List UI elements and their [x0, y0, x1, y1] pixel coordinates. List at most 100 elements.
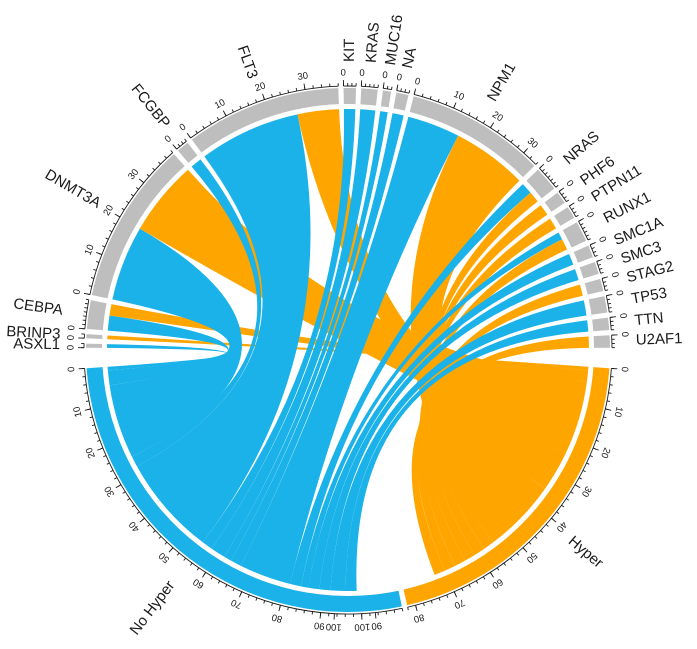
- minor-tick-no-hyper: [114, 477, 118, 480]
- minor-tick-smc3: [599, 267, 603, 270]
- major-tick-hyper: [605, 408, 612, 411]
- minor-tick-npm1: [497, 129, 500, 133]
- sector-nras: [526, 169, 555, 199]
- minor-tick-hyper: [601, 424, 605, 427]
- minor-tick-no-hyper: [225, 584, 228, 588]
- minor-tick-no-hyper: [127, 498, 131, 501]
- minor-tick-no-hyper: [263, 600, 266, 604]
- minor-tick-hyper: [606, 400, 611, 402]
- minor-tick-nras: [550, 178, 554, 182]
- minor-tick-dnmt3a: [121, 207, 125, 211]
- minor-tick-no-hyper: [210, 576, 214, 580]
- minor-tick-npm1: [475, 116, 478, 120]
- ribbons-layer: [107, 109, 589, 591]
- minor-tick-hyper: [570, 491, 574, 494]
- axis-no-hyper: [84, 368, 403, 615]
- minor-tick-no-hyper: [393, 609, 396, 613]
- minor-tick-npm1: [535, 162, 539, 165]
- minor-tick-dnmt3a: [164, 155, 167, 159]
- minor-tick-ptpn11: [575, 214, 579, 218]
- sector-ttn: [592, 317, 610, 332]
- minor-tick-npm1: [517, 144, 520, 148]
- major-tick-hyper: [592, 447, 599, 451]
- minor-tick-no-hyper: [96, 439, 101, 442]
- tick-label-hyper-40: 40: [554, 519, 569, 534]
- major-tick-phf6: [558, 187, 565, 192]
- major-tick-fcgbp: [172, 144, 178, 150]
- minor-tick-flt3: [287, 89, 290, 93]
- sector-runx1: [562, 222, 587, 248]
- major-tick-flt3: [222, 110, 227, 117]
- sector-muc16: [380, 90, 392, 108]
- sector-stag2: [584, 278, 604, 295]
- ribbon-brinp3-hyper: [107, 335, 589, 371]
- tick-label-fcgbp-0: 0: [163, 133, 174, 145]
- minor-tick-smc1a: [591, 247, 595, 250]
- tick-label-no-hyper-70: 70: [229, 596, 243, 610]
- minor-tick-hyper: [595, 439, 600, 442]
- minor-tick-no-hyper: [85, 400, 90, 402]
- minor-tick-hyper: [565, 498, 569, 501]
- ribbon-flt3-no-hyper: [137, 114, 311, 543]
- major-tick-no-hyper: [278, 605, 281, 612]
- label-flt3: FLT3: [234, 43, 261, 81]
- tick-label-muc16-0: 0: [382, 70, 389, 82]
- tick-label-no-hyper-80: 80: [271, 611, 284, 624]
- major-tick-no-hyper: [139, 517, 145, 523]
- tick-label-brinp3-0: 0: [66, 335, 77, 341]
- major-tick-na: [396, 84, 399, 91]
- major-tick-flt3: [303, 83, 306, 90]
- minor-tick-hyper: [561, 504, 565, 508]
- minor-tick-flt3: [271, 94, 273, 98]
- label-brinp3: BRINP3: [6, 323, 61, 343]
- label-hyper: Hyper: [565, 533, 606, 572]
- tick-label-dnmt3a-20: 20: [101, 203, 116, 218]
- tick-label-no-hyper-100: 100: [354, 621, 370, 633]
- minor-tick-hyper: [423, 602, 425, 606]
- major-tick-runx1: [578, 218, 584, 222]
- minor-tick-hyper: [438, 597, 441, 601]
- major-tick-npm1: [490, 122, 495, 128]
- ribbon-flt3-hyper: [297, 109, 566, 489]
- sector-tp53: [588, 296, 608, 315]
- major-tick-npm1: [413, 88, 417, 95]
- ribbon-cebpa-no-hyper: [107, 315, 229, 386]
- minor-tick-hyper: [510, 557, 513, 561]
- tick-label-flt3-10: 10: [213, 97, 227, 112]
- major-tick-flt3: [186, 132, 192, 139]
- minor-tick-smc3: [597, 263, 602, 266]
- label-npm1: NPM1: [484, 60, 520, 105]
- minor-tick-npm1: [468, 112, 471, 116]
- minor-tick-flt3: [195, 130, 198, 134]
- minor-tick-stag2: [605, 289, 609, 291]
- minor-tick-npm1: [529, 156, 533, 159]
- minor-tick-na: [404, 89, 407, 93]
- sector-dnmt3a: [91, 154, 185, 299]
- sector-flt3: [191, 88, 339, 153]
- minor-tick-no-hyper: [183, 557, 186, 561]
- minor-tick-hyper: [496, 567, 500, 571]
- minor-tick-ptpn11: [573, 211, 577, 214]
- major-tick-nras: [539, 163, 545, 169]
- minor-tick-npm1: [460, 108, 463, 112]
- minor-tick-flt3: [209, 121, 212, 125]
- minor-tick-dnmt3a: [126, 200, 130, 204]
- label-dnmt3a: DNMT3A: [42, 166, 104, 212]
- minor-tick-smc3: [600, 271, 604, 274]
- tick-label-npm1-10: 10: [452, 89, 466, 103]
- sector-smc3: [579, 262, 599, 279]
- tick-label-hyper-20: 20: [598, 446, 612, 460]
- axis-dnmt3a: [89, 152, 173, 295]
- major-tick-no-hyper: [319, 612, 322, 619]
- ribbon-npm1-no-hyper: [240, 116, 459, 584]
- minor-tick-dnmt3a: [135, 187, 139, 190]
- tick-label-no-hyper-0: 0: [66, 366, 77, 372]
- ribbon-asxl1-no-hyper: [107, 344, 228, 371]
- tick-label-u2af1-0: 0: [619, 331, 630, 337]
- tick-label-no-hyper-10: 10: [71, 405, 84, 418]
- sector-asxl1: [86, 343, 103, 348]
- major-tick-dnmt3a: [96, 252, 103, 256]
- minor-tick-dnmt3a: [95, 261, 100, 263]
- label-ttn: TTN: [634, 309, 665, 329]
